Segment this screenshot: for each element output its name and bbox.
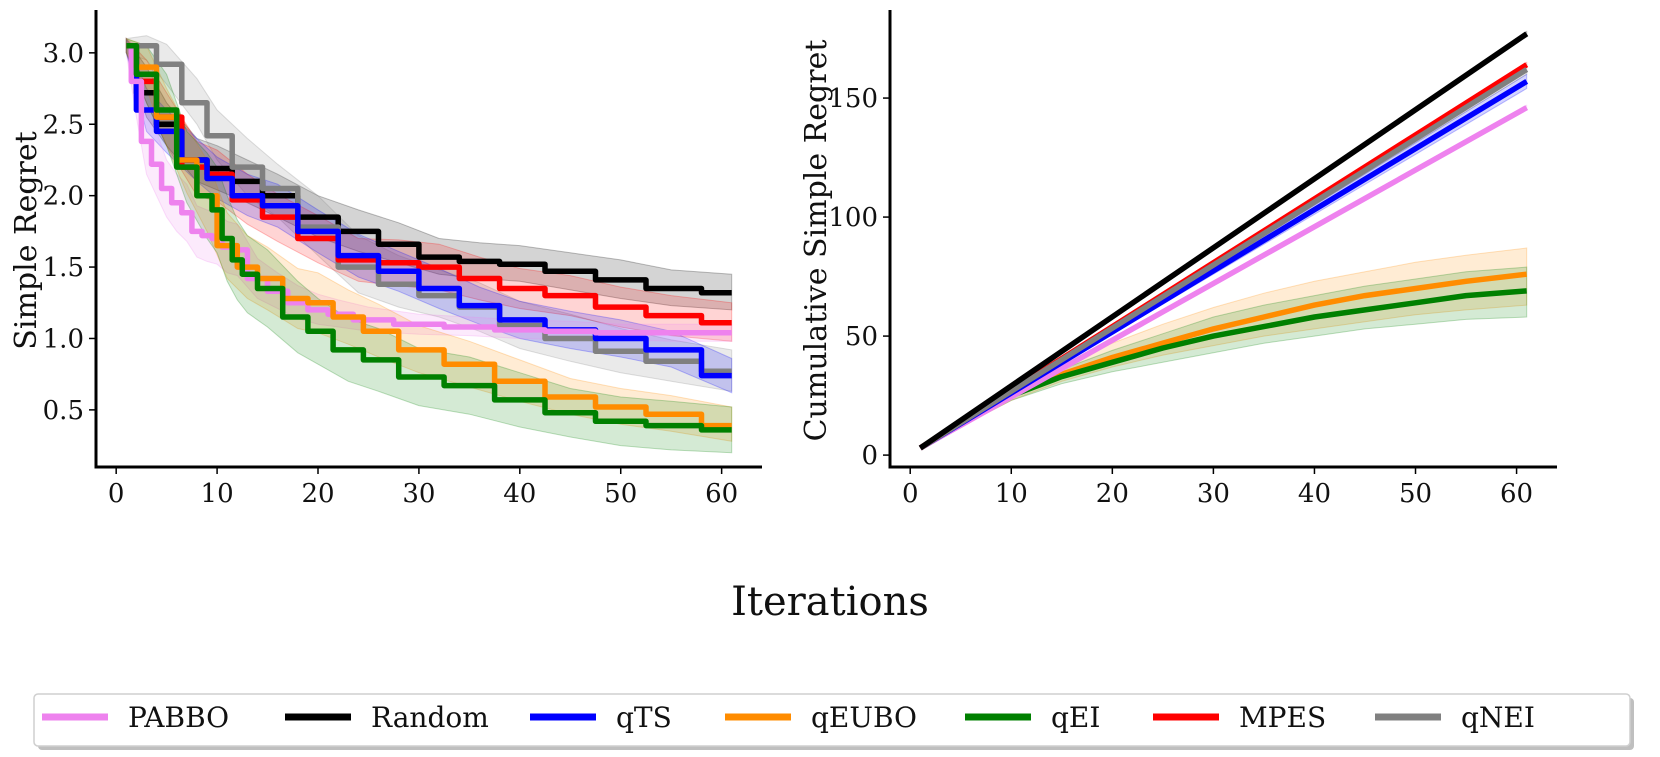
y-tick-label: 100 (828, 203, 878, 233)
y-tick-label: 150 (828, 84, 878, 114)
x-tick-label: 60 (1500, 479, 1533, 509)
y-tick-label: 1.0 (43, 324, 84, 354)
x-tick-label: 40 (1298, 479, 1331, 509)
x-tick-label: 50 (1399, 479, 1432, 509)
figure-xlabel: Iterations (731, 579, 929, 625)
x-tick-label: 20 (301, 479, 334, 509)
band-qei (920, 267, 1526, 448)
x-tick-label: 60 (705, 479, 738, 509)
x-tick-label: 40 (503, 479, 536, 509)
legend-label-qnei: qNEI (1461, 701, 1535, 734)
y-axis-title: Cumulative Simple Regret (799, 40, 834, 442)
legend-label-qts: qTS (616, 701, 672, 734)
simple-regret-plot: 0 10 20 30 40 50 60 0.5 1.0 1.5 2.0 2.5 3.0 Simple Re… (9, 10, 762, 509)
legend-label-random: Random (371, 701, 489, 734)
x-tick-label: 50 (604, 479, 637, 509)
x-tick-label: 30 (1197, 479, 1230, 509)
line-qnei (920, 70, 1526, 449)
legend-label-qei: qEI (1051, 701, 1100, 734)
legend-label-pabbo: PABBO (128, 701, 229, 734)
y-tick-label: 0 (861, 441, 878, 471)
y-tick-label: 1.5 (43, 253, 84, 283)
legend: PABBO Random qTS qEUBO qEI MPES qNEI (34, 694, 1634, 750)
x-tick-label: 0 (902, 479, 919, 509)
y-axis-title: Simple Regret (9, 131, 44, 349)
y-tick-label: 50 (845, 322, 878, 352)
y-tick-label: 3.0 (43, 39, 84, 69)
x-tick-label: 30 (402, 479, 435, 509)
figure: 0 10 20 30 40 50 60 0.5 1.0 1.5 2.0 2.5 3.0 Simple Re… (0, 0, 1660, 757)
line-random (920, 34, 1526, 448)
y-tick-label: 0.5 (43, 396, 84, 426)
x-tick-label: 20 (1096, 479, 1129, 509)
legend-label-qeubo: qEUBO (811, 701, 917, 734)
legend-label-mpes: MPES (1239, 701, 1326, 734)
x-tick-label: 0 (108, 479, 125, 509)
x-tick-label: 10 (995, 479, 1028, 509)
x-tick-label: 10 (201, 479, 234, 509)
y-tick-label: 2.5 (43, 110, 84, 140)
y-tick-label: 2.0 (43, 182, 84, 212)
